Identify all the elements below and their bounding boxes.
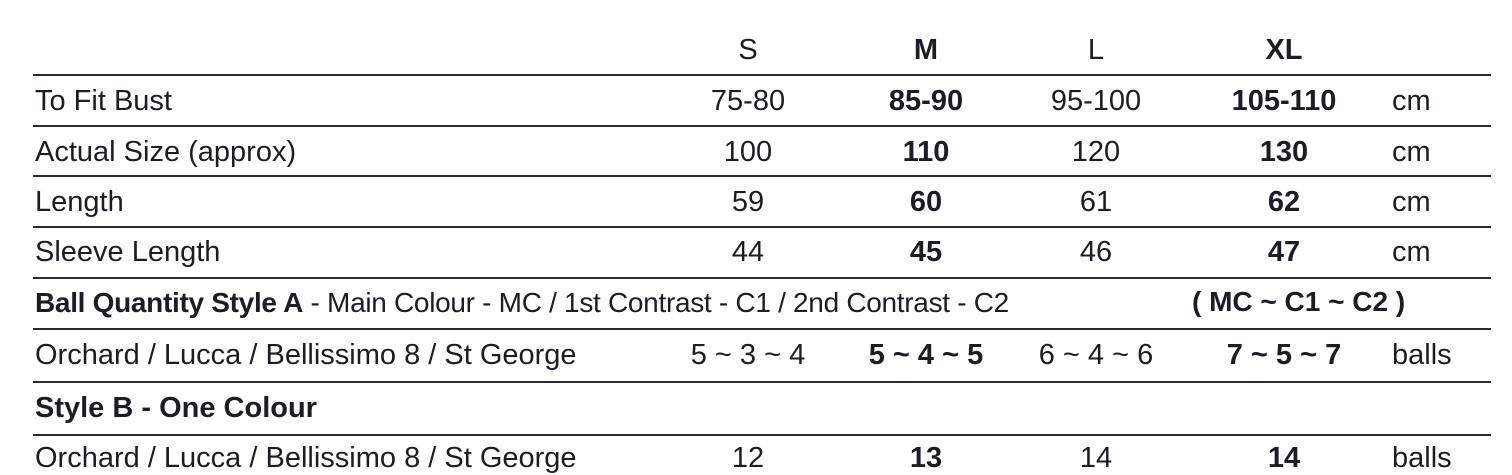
- style-a-title: Ball Quantity Style A: [35, 287, 304, 318]
- size-header-m: M: [913, 34, 939, 66]
- cell: 5 ~ 3 ~ 4: [690, 339, 806, 371]
- style-a-description: - Main Colour - MC / 1st Contrast - C1 /…: [303, 287, 1010, 318]
- unit: balls: [1392, 442, 1452, 474]
- unit: cm: [1392, 186, 1431, 218]
- cell: 14: [1079, 442, 1113, 474]
- unit: cm: [1392, 236, 1431, 268]
- cell: 6 ~ 4 ~ 6: [1038, 339, 1154, 371]
- cell: 14: [1267, 442, 1301, 474]
- style-b-heading: Style B - One Colour: [35, 392, 317, 424]
- cell: 45: [909, 236, 943, 268]
- cell: 61: [1079, 186, 1113, 218]
- row-label: Actual Size (approx): [35, 136, 297, 168]
- style-a-heading: Ball Quantity Style A - Main Colour - MC…: [35, 286, 1009, 320]
- size-header-s: S: [738, 34, 758, 66]
- cell: 60: [909, 186, 943, 218]
- cell: 95-100: [1050, 85, 1142, 117]
- cell: 12: [731, 442, 765, 474]
- unit: balls: [1392, 339, 1452, 371]
- cell: 62: [1267, 186, 1301, 218]
- row-label: To Fit Bust: [35, 85, 172, 117]
- style-a-code: ( MC ~ C1 ~ C2 ): [1192, 286, 1406, 317]
- row-label: Length: [35, 186, 124, 218]
- cell: 46: [1079, 236, 1113, 268]
- cell: 85-90: [888, 85, 964, 117]
- cell: 59: [731, 186, 765, 218]
- divider: [33, 277, 1491, 279]
- cell: 7 ~ 5 ~ 7: [1226, 339, 1342, 371]
- divider: [33, 175, 1491, 177]
- cell: 120: [1071, 136, 1121, 168]
- size-header-xl: XL: [1265, 34, 1303, 66]
- row-label: Orchard / Lucca / Bellissimo 8 / St Geor…: [35, 339, 577, 371]
- cell: 44: [731, 236, 765, 268]
- unit: cm: [1392, 136, 1431, 168]
- cell: 105-110: [1231, 85, 1337, 117]
- divider: [33, 125, 1491, 127]
- cell: 110: [902, 136, 950, 168]
- unit: cm: [1392, 85, 1431, 117]
- row-label: Orchard / Lucca / Bellissimo 8 / St Geor…: [35, 442, 577, 474]
- size-header-l: L: [1087, 34, 1105, 66]
- divider: [33, 74, 1491, 76]
- cell: 75-80: [710, 85, 786, 117]
- cell: 47: [1267, 236, 1301, 268]
- divider: [33, 381, 1491, 383]
- cell: 130: [1259, 136, 1309, 168]
- row-label: Sleeve Length: [35, 236, 221, 268]
- cell: 5 ~ 4 ~ 5: [868, 339, 984, 371]
- divider: [33, 434, 1491, 436]
- cell: 13: [909, 442, 943, 474]
- divider: [33, 226, 1491, 228]
- divider: [33, 328, 1491, 330]
- cell: 100: [723, 136, 773, 168]
